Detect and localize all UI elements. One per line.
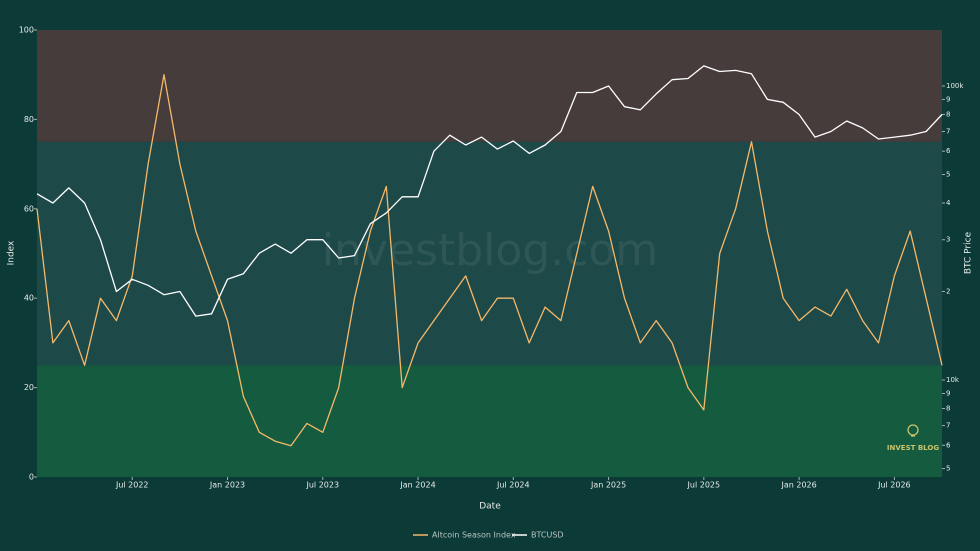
x-tick-label: Jan 2026 [780, 481, 816, 490]
band [37, 365, 942, 477]
y2-tick-label: 5 [946, 170, 950, 178]
y2-axis-title: BTC Price [964, 231, 974, 274]
logo: INVEST BLOG [887, 424, 939, 452]
y2-tick-label: 9 [946, 95, 950, 103]
watermark: investblog.com [322, 225, 658, 276]
series-line [36, 65, 943, 317]
y2-tick-label: 8 [946, 110, 950, 118]
y-tick-label: 80 [24, 115, 34, 124]
y-tick-label: 0 [29, 473, 34, 482]
y2-tick-label: 100k [946, 82, 964, 90]
y2-tick-label: 10k [946, 376, 960, 384]
x-tick-label: Jul 2025 [687, 481, 721, 490]
x-tick-label: Jul 2023 [306, 481, 340, 490]
y2-tick-label: 7 [946, 128, 950, 136]
band [37, 30, 942, 142]
y-axis-title: Index [7, 240, 17, 265]
y-tick-label: 100 [19, 26, 34, 35]
y2-tick-label: 4 [946, 199, 951, 207]
x-tick-label: Jan 2023 [209, 481, 245, 490]
y-tick-label: 60 [24, 204, 34, 213]
x-tick-label: Jul 2026 [877, 481, 911, 490]
band [37, 141, 942, 366]
y-tick-label: 20 [24, 383, 34, 392]
legend-label: BTCUSD [531, 531, 564, 540]
y2-tick-label: 2 [946, 288, 950, 296]
y2-tick-label: 6 [946, 441, 951, 449]
x-tick-label: Jul 2024 [496, 481, 530, 490]
y-tick-label: 40 [24, 294, 34, 303]
y2-tick-label: 3 [946, 236, 950, 244]
legend-label: Altcoin Season Index [432, 531, 516, 540]
bands [37, 30, 942, 477]
y2-tick-label: 9 [946, 389, 950, 397]
series-line [36, 74, 943, 447]
y2-tick-label: 6 [946, 147, 951, 155]
y2-tick-label: 7 [946, 422, 950, 430]
logo-text: INVEST BLOG [887, 444, 939, 452]
x-tick-label: Jan 2024 [399, 481, 435, 490]
x-axis-title: Date [479, 502, 501, 512]
y2-tick-label: 8 [946, 405, 950, 413]
y2-tick-label: 5 [946, 465, 950, 473]
x-tick-label: Jan 2025 [590, 481, 626, 490]
x-tick-label: Jul 2022 [115, 481, 149, 490]
logo-icon [907, 424, 919, 436]
